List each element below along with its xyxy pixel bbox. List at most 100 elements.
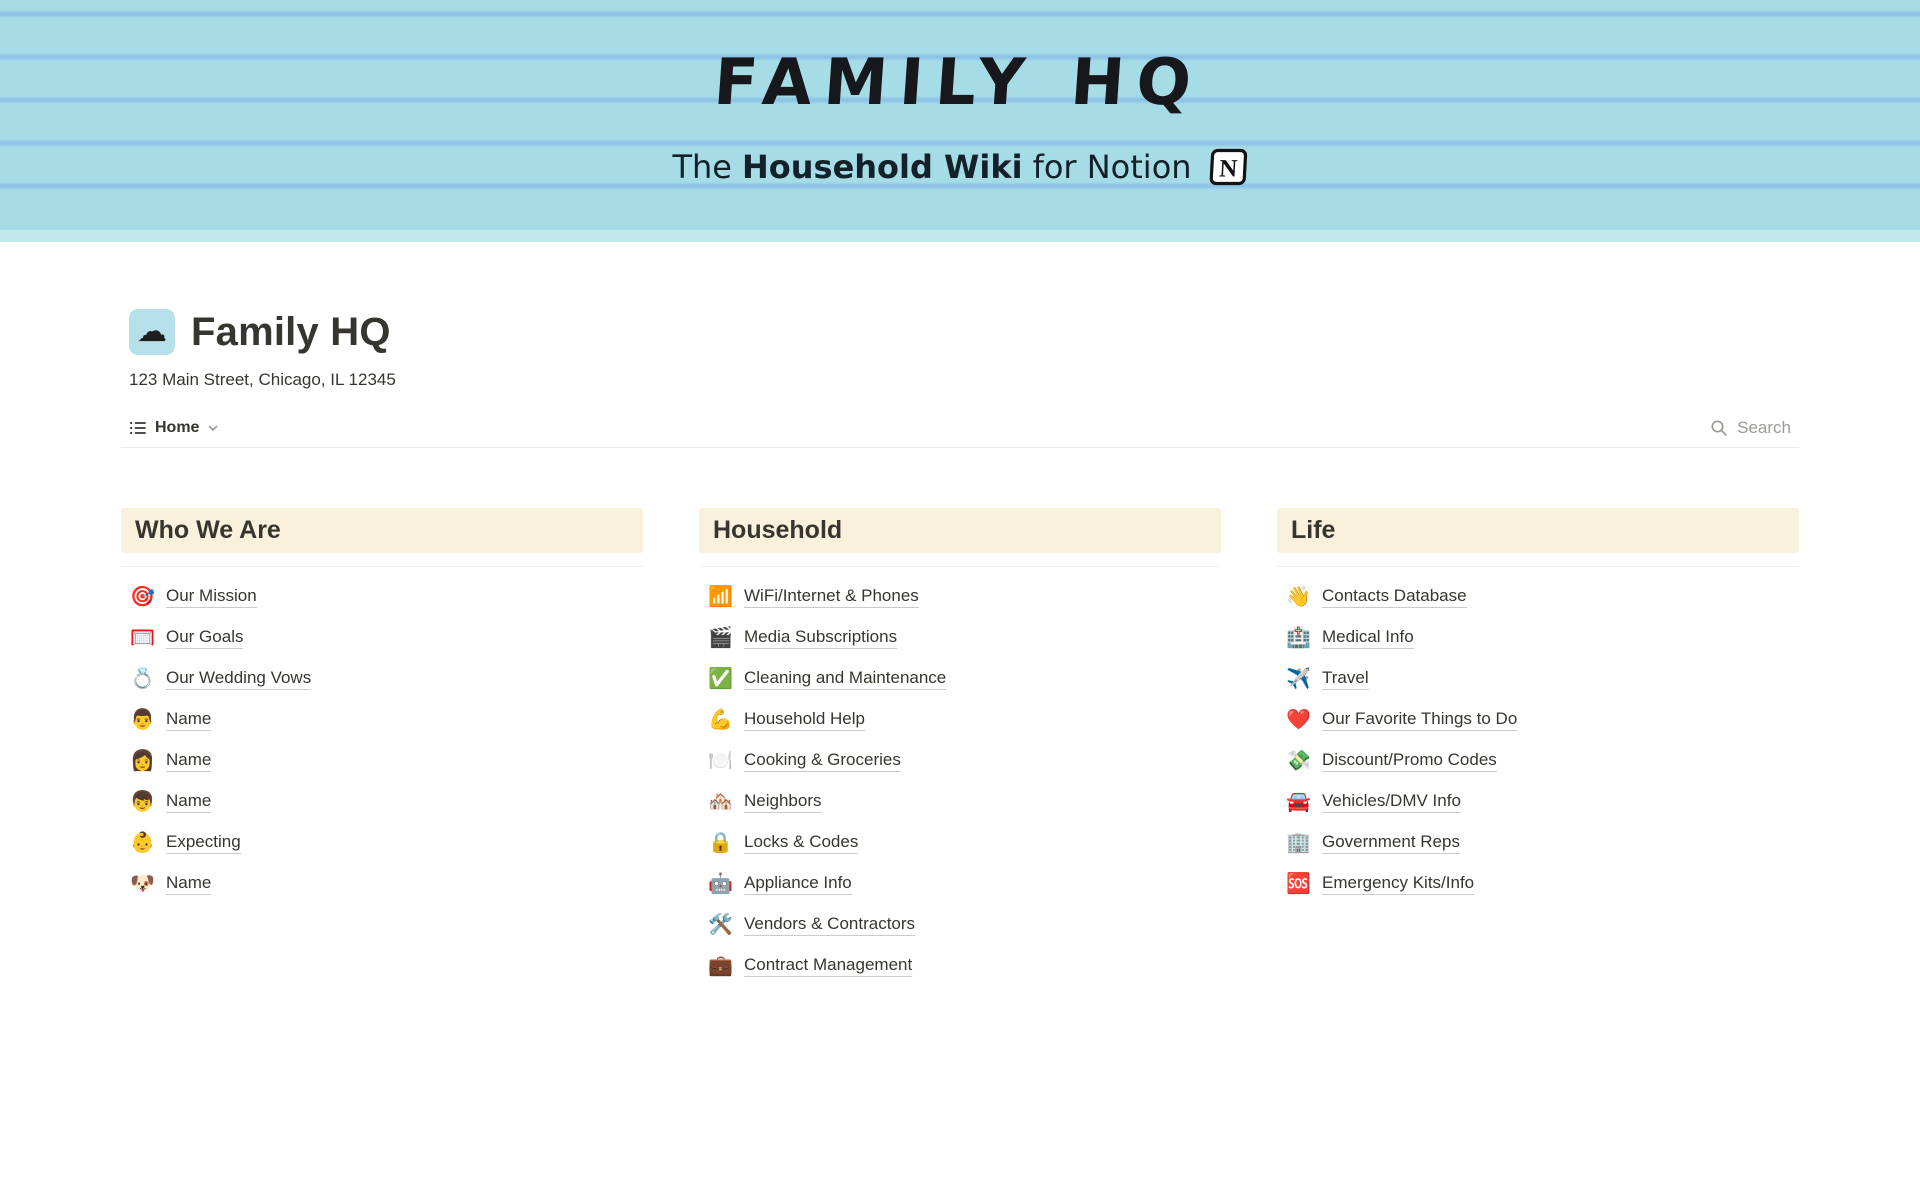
fork-knife-plate-icon: 🍽️ [708,749,733,772]
signal-bars-icon: 📶 [708,585,733,608]
notion-logo-icon: N [1206,146,1248,188]
page-link[interactable]: Discount/Promo Codes [1322,749,1497,773]
list-item: ❤️ Our Favorite Things to Do [1277,699,1799,740]
view-tabs-bar: Home Search [121,418,1799,448]
column: Household 📶 WiFi/Internet & Phones 🎬 Med… [699,508,1221,986]
dog-icon: 🐶 [130,872,155,895]
chevron-down-icon [207,422,219,434]
divider [699,566,1221,567]
list-item: 🆘 Emergency Kits/Info [1277,863,1799,904]
list-view-icon [129,419,147,437]
subtitle-suffix: for Notion [1032,148,1192,186]
hammer-wrench-icon: 🛠️ [708,913,733,936]
page-link[interactable]: Vehicles/DMV Info [1322,790,1461,814]
page-link[interactable]: Vendors & Contractors [744,913,916,937]
search-icon [1710,419,1728,437]
view-tab-home[interactable]: Home [129,419,219,437]
search-button[interactable]: Search [1710,418,1791,438]
robot-icon: 🤖 [708,872,733,895]
svg-text:N: N [1218,156,1237,183]
airplane-icon: ✈️ [1286,667,1311,690]
list-item: 📶 WiFi/Internet & Phones [699,576,1221,617]
page-link[interactable]: Our Favorite Things to Do [1322,708,1518,732]
page-link[interactable]: Contract Management [744,954,913,978]
list-item: 🚘 Vehicles/DMV Info [1277,781,1799,822]
clapper-board-icon: 🎬 [708,626,733,649]
page-link[interactable]: Appliance Info [744,872,852,896]
page-link[interactable]: Neighbors [744,790,822,814]
page-link[interactable]: Travel [1322,667,1369,691]
check-mark-icon: ✅ [708,667,733,690]
page-link[interactable]: Cleaning and Maintenance [744,667,947,691]
red-heart-icon: ❤️ [1286,708,1311,731]
subtitle-prefix: The [672,148,732,186]
page-link[interactable]: Cooking & Groceries [744,749,901,773]
list-item: 💪 Household Help [699,699,1221,740]
page-link[interactable]: Medical Info [1322,626,1414,650]
page-link[interactable]: Name [166,749,212,773]
list-item: 👋 Contacts Database [1277,576,1799,617]
page-link[interactable]: WiFi/Internet & Phones [744,585,919,609]
page-link[interactable]: Our Goals [166,626,244,650]
target-icon: 🎯 [130,585,155,608]
list-item: 🏢 Government Reps [1277,822,1799,863]
page-link[interactable]: Emergency Kits/Info [1322,872,1475,896]
man-icon: 👨 [130,708,155,731]
page-link[interactable]: Our Mission [166,585,257,609]
list-item: 👦 Name [121,781,643,822]
list-item: 🎬 Media Subscriptions [699,617,1221,658]
page-icon[interactable]: ☁ [129,309,175,355]
divider [121,566,643,567]
page-link[interactable]: Locks & Codes [744,831,859,855]
list-item: 🏥 Medical Info [1277,617,1799,658]
page-link[interactable]: Name [166,790,212,814]
list-item: ✈️ Travel [1277,658,1799,699]
page-body: ☁ Family HQ 123 Main Street, Chicago, IL… [121,309,1799,986]
flexed-biceps-icon: 💪 [708,708,733,731]
column-header: Life [1277,508,1799,553]
woman-icon: 👩 [130,749,155,772]
money-with-wings-icon: 💸 [1286,749,1311,772]
list-item: 🛠️ Vendors & Contractors [699,904,1221,945]
briefcase-icon: 💼 [708,954,733,977]
houses-icon: 🏘️ [708,790,733,813]
sos-icon: 🆘 [1286,872,1311,895]
list-item: ✅ Cleaning and Maintenance [699,658,1221,699]
banner-subtitle: The Household Wiki for Notion N [0,146,1920,188]
goal-net-icon: 🥅 [130,626,155,649]
list-item: 👨 Name [121,699,643,740]
list-item: 👩 Name [121,740,643,781]
page-link[interactable]: Government Reps [1322,831,1460,855]
column: Who We Are 🎯 Our Mission 🥅 Our Goals 💍 O… [121,508,643,986]
divider [1277,566,1799,567]
search-label: Search [1737,418,1791,437]
list-item: 🔒 Locks & Codes [699,822,1221,863]
list-item: 💍 Our Wedding Vows [121,658,643,699]
cloud-icon: ☁ [137,315,167,348]
page-link[interactable]: Media Subscriptions [744,626,898,650]
view-tab-label: Home [155,419,200,436]
car-icon: 🚘 [1286,790,1311,813]
subtitle-bold: Household Wiki [741,148,1023,186]
link-list: 🎯 Our Mission 🥅 Our Goals 💍 Our Wedding … [121,576,643,904]
column: Life 👋 Contacts Database 🏥 Medical Info … [1277,508,1799,986]
page-link[interactable]: Expecting [166,831,241,855]
page-cover: FAMILY HQ The Household Wiki for Notion … [0,0,1920,242]
page-link[interactable]: Contacts Database [1322,585,1467,609]
list-item: 🐶 Name [121,863,643,904]
list-item: 👶 Expecting [121,822,643,863]
banner-title: FAMILY HQ [711,46,1206,120]
page-link[interactable]: Household Help [744,708,865,732]
page-address: 123 Main Street, Chicago, IL 12345 [129,370,396,389]
list-item: 🎯 Our Mission [121,576,643,617]
page-title: Family HQ [191,309,391,354]
waving-hand-icon: 👋 [1286,585,1311,608]
list-item: 🍽️ Cooking & Groceries [699,740,1221,781]
page-link[interactable]: Name [166,708,212,732]
page-link[interactable]: Name [166,872,212,896]
baby-icon: 👶 [130,831,155,854]
link-list: 📶 WiFi/Internet & Phones 🎬 Media Subscri… [699,576,1221,986]
list-item: 💼 Contract Management [699,945,1221,986]
page-link[interactable]: Our Wedding Vows [166,667,312,691]
ring-icon: 💍 [130,667,155,690]
